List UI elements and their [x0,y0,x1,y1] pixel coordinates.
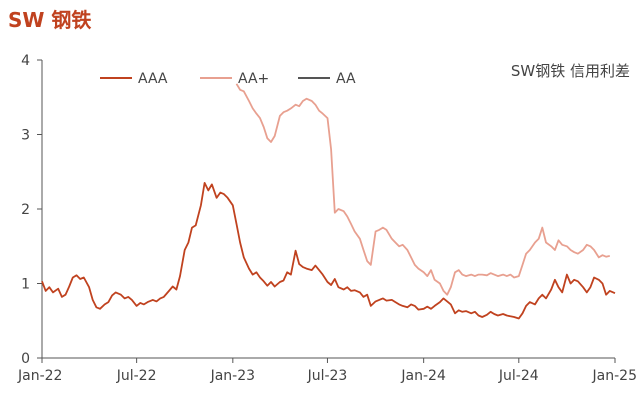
y-tick-label: 4 [21,53,30,69]
page-title: SW 钢铁 [8,8,92,32]
chart-subtitle: SW钢铁 信用利差 [511,62,630,80]
legend-label: AA [336,71,356,87]
x-tick-label: Jul-24 [498,368,539,384]
y-tick-label: 1 [21,277,30,293]
legend: AAA AA+ AA [100,71,356,87]
series-line-aaa [41,181,616,320]
legend-label: AAA [138,71,168,87]
y-tick-label: 3 [21,128,30,144]
series-lines [41,83,616,320]
x-axis-ticks: Jan-22 Jul-22 Jan-23 Jul-23 Jan-24 Jul-24 Jan-… [17,358,637,384]
x-tick-label: Jan-23 [210,368,255,384]
series-line-aa-plus [235,83,610,296]
x-tick-label: Jan-25 [592,368,637,384]
x-tick-label: Jul-23 [307,368,348,384]
legend-label: AA+ [238,71,269,87]
x-tick-label: Jan-24 [400,368,446,384]
x-tick-label: Jan-22 [17,368,62,384]
y-tick-label: 2 [21,202,30,218]
x-tick-label: Jul-22 [116,368,157,384]
y-axis-ticks: 0 1 2 3 4 [21,53,42,367]
y-tick-label: 0 [21,351,30,367]
